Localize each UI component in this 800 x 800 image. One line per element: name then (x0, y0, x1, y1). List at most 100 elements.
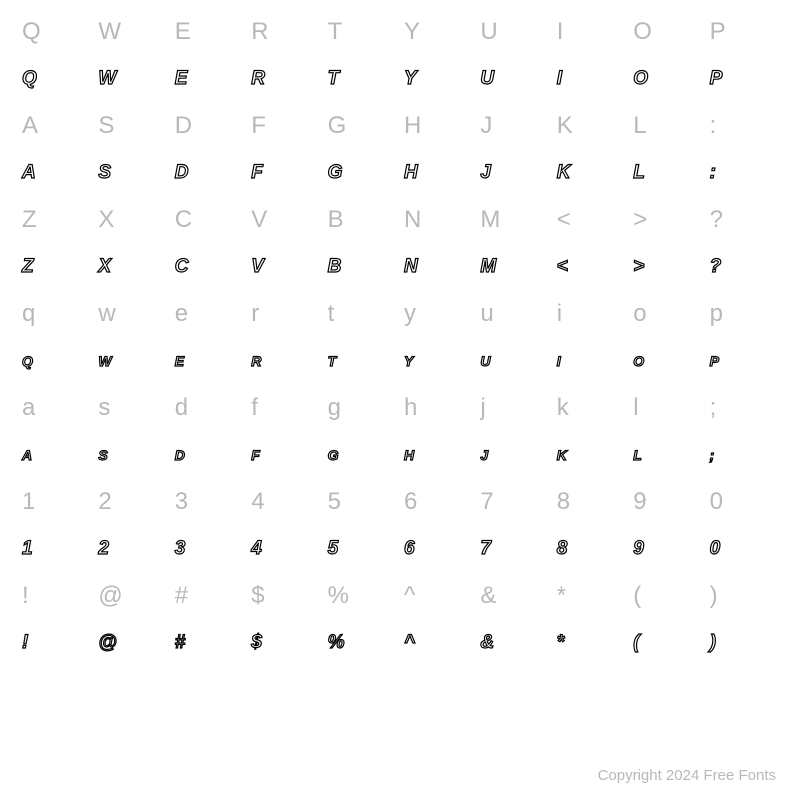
label-cell: T (324, 8, 400, 55)
glyph-cell: 3 (171, 525, 247, 572)
glyph-cell: L (629, 149, 705, 196)
font-glyph: 3 (175, 538, 186, 560)
keyboard-key-label: C (175, 206, 192, 234)
label-cell: e (171, 290, 247, 337)
keyboard-key-label: U (480, 18, 497, 46)
glyph-cell: B (324, 243, 400, 290)
font-glyph: K (557, 447, 568, 463)
glyph-cell: U (476, 55, 552, 102)
keyboard-key-label: g (328, 394, 341, 422)
keyboard-key-label: * (557, 582, 566, 610)
font-glyph: P (710, 68, 723, 90)
keyboard-key-label: r (251, 300, 259, 328)
glyph-cell: * (553, 619, 629, 666)
glyph-cell: A (18, 149, 94, 196)
label-cell: K (553, 102, 629, 149)
label-cell: ) (706, 572, 782, 619)
glyph-cell: P (706, 55, 782, 102)
glyph-cell: V (247, 243, 323, 290)
keyboard-key-label: Z (22, 206, 37, 234)
label-cell: 9 (629, 478, 705, 525)
keyboard-key-label: 2 (98, 488, 111, 516)
font-glyph: J (480, 162, 491, 184)
label-cell: % (324, 572, 400, 619)
font-glyph: ? (710, 256, 722, 278)
keyboard-key-label: D (175, 112, 192, 140)
label-cell: H (400, 102, 476, 149)
label-cell: r (247, 290, 323, 337)
font-glyph: T (328, 353, 337, 369)
font-glyph: Z (22, 256, 34, 278)
keyboard-key-label: d (175, 394, 188, 422)
font-glyph: & (480, 632, 494, 654)
font-glyph: U (480, 353, 491, 369)
label-cell: t (324, 290, 400, 337)
keyboard-key-label: Q (22, 18, 41, 46)
label-cell: I (553, 8, 629, 55)
font-glyph: U (480, 68, 494, 90)
font-glyph: B (328, 256, 342, 278)
keyboard-key-label: 0 (710, 488, 723, 516)
font-glyph: 8 (557, 538, 568, 560)
label-cell: 1 (18, 478, 94, 525)
keyboard-key-label: W (98, 18, 121, 46)
font-glyph: S (98, 447, 108, 463)
font-glyph: I (557, 68, 563, 90)
glyph-cell: > (629, 243, 705, 290)
label-cell: 4 (247, 478, 323, 525)
font-glyph: 9 (633, 538, 644, 560)
keyboard-key-label: A (22, 112, 38, 140)
font-glyph: M (480, 256, 496, 278)
label-cell: A (18, 102, 94, 149)
font-glyph: H (404, 162, 418, 184)
keyboard-key-label: N (404, 206, 421, 234)
font-glyph: A (22, 162, 36, 184)
label-cell: f (247, 384, 323, 431)
keyboard-key-label: ^ (404, 582, 415, 610)
font-glyph: E (175, 68, 188, 90)
glyph-cell: T (324, 55, 400, 102)
label-cell: y (400, 290, 476, 337)
glyph-cell: C (171, 243, 247, 290)
glyph-cell: % (324, 619, 400, 666)
font-glyph: X (98, 256, 111, 278)
label-cell: > (629, 196, 705, 243)
font-glyph: : (710, 162, 717, 184)
keyboard-key-label: < (557, 206, 571, 234)
label-cell: 0 (706, 478, 782, 525)
glyph-cell: Q (18, 337, 94, 384)
glyph-cell: Z (18, 243, 94, 290)
keyboard-key-label: 7 (480, 488, 493, 516)
label-cell: J (476, 102, 552, 149)
glyph-cell: < (553, 243, 629, 290)
font-glyph: 2 (98, 538, 109, 560)
font-glyph: < (557, 256, 569, 278)
font-glyph: Y (404, 353, 414, 369)
glyph-cell: R (247, 55, 323, 102)
font-glyph: H (404, 447, 415, 463)
keyboard-key-label: L (633, 112, 646, 140)
glyph-cell: K (553, 149, 629, 196)
glyph-cell: 1 (18, 525, 94, 572)
label-cell: N (400, 196, 476, 243)
glyph-cell: 6 (400, 525, 476, 572)
label-cell: p (706, 290, 782, 337)
font-glyph: T (328, 68, 340, 90)
glyph-cell: Y (400, 55, 476, 102)
font-glyph: E (175, 353, 185, 369)
font-glyph: ; (710, 447, 715, 463)
label-cell: Y (400, 8, 476, 55)
label-cell: i (553, 290, 629, 337)
font-glyph: Y (404, 68, 417, 90)
label-cell: k (553, 384, 629, 431)
label-cell: 8 (553, 478, 629, 525)
glyph-cell: $ (247, 619, 323, 666)
label-cell: : (706, 102, 782, 149)
label-cell: P (706, 8, 782, 55)
glyph-cell: E (171, 337, 247, 384)
glyph-cell: F (247, 431, 323, 478)
glyph-cell: 4 (247, 525, 323, 572)
font-glyph: ! (22, 632, 29, 654)
keyboard-key-label: S (98, 112, 114, 140)
font-glyph: 5 (328, 538, 339, 560)
